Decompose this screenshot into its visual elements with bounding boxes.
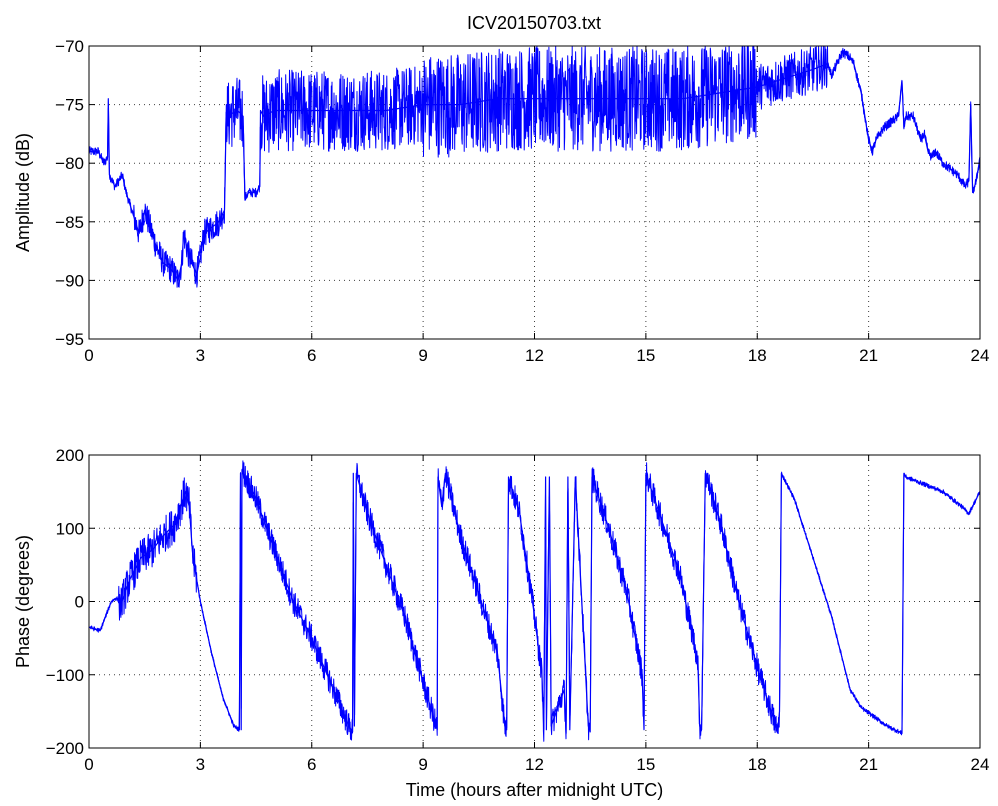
y-tick-label: −80 <box>55 154 84 173</box>
x-tick-label: 9 <box>418 755 427 774</box>
x-tick-label: 15 <box>636 755 655 774</box>
x-tick-label: 6 <box>307 755 316 774</box>
y-axis-label: Phase (degrees) <box>13 535 33 668</box>
y-tick-label: −85 <box>55 213 84 232</box>
x-tick-label: 12 <box>525 755 544 774</box>
chart-title: ICV20150703.txt <box>467 13 601 33</box>
x-tick-label: 3 <box>196 346 205 365</box>
y-tick-label: −100 <box>46 666 84 685</box>
x-tick-label: 24 <box>971 346 990 365</box>
x-tick-label: 9 <box>418 346 427 365</box>
y-tick-label: −95 <box>55 330 84 349</box>
x-tick-label: 0 <box>84 346 93 365</box>
x-tick-label: 15 <box>636 346 655 365</box>
x-tick-label: 6 <box>307 346 316 365</box>
y-tick-label: −200 <box>46 739 84 758</box>
x-axis-label: Time (hours after midnight UTC) <box>406 780 663 800</box>
y-tick-label: −70 <box>55 37 84 56</box>
phase-axes: 0 3 6 9 12 15 18 21 24 −200 −100 0 100 200 Phase (degr… <box>13 446 989 800</box>
x-tick-label: 0 <box>84 755 93 774</box>
x-tick-label: 12 <box>525 346 544 365</box>
series-envelope <box>89 51 981 281</box>
y-tick-label: 100 <box>56 519 84 538</box>
y-tick-label: −90 <box>55 271 84 290</box>
y-tick-label: 0 <box>75 593 84 612</box>
amplitude-axes: 0 3 6 9 12 15 18 21 24 −95 −90 −85 −80 −75 −70 Amplitud… <box>13 37 989 365</box>
x-tick-label: 21 <box>859 346 878 365</box>
y-axis-label: Amplitude (dB) <box>13 133 33 252</box>
y-tick-label: 200 <box>56 446 84 465</box>
x-tick-label: 21 <box>859 755 878 774</box>
x-tick-label: 18 <box>748 755 767 774</box>
series-envelope <box>88 469 981 734</box>
series-line <box>88 45 981 288</box>
x-tick-label: 18 <box>748 346 767 365</box>
y-tick-label: −75 <box>55 96 84 115</box>
x-tick-label: 24 <box>971 755 990 774</box>
x-tick-label: 3 <box>196 755 205 774</box>
